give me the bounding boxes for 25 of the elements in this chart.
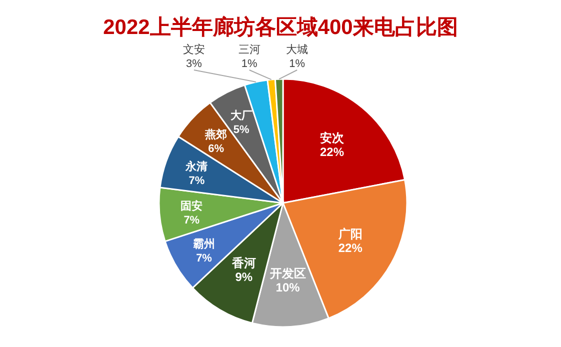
slice-label: 大城: [286, 43, 308, 56]
slice-label: 文安: [182, 43, 205, 56]
slice-label: 霸州: [193, 238, 216, 251]
data-label: 22%: [320, 144, 344, 159]
data-label: 7%: [188, 174, 205, 187]
data-label: 10%: [276, 280, 300, 295]
slice-label: 安次: [320, 130, 346, 145]
slice-label: 三河: [238, 44, 260, 56]
data-label: 5%: [233, 124, 250, 136]
slice-label: 香河: [230, 256, 256, 270]
data-label: 1%: [289, 58, 306, 70]
slice-label: 永清: [184, 160, 208, 173]
slice-label: 广阳: [337, 227, 362, 242]
data-label: 1%: [241, 58, 258, 70]
slice-label: 燕郊: [204, 128, 228, 142]
data-label: 22%: [338, 241, 363, 256]
title: 2022上半年廊坊各区域400来电占比图: [103, 16, 458, 39]
data-label: 9%: [235, 270, 253, 284]
slice-label: 大厂: [230, 109, 252, 122]
data-label: 3%: [186, 58, 202, 70]
slice-label: 固安: [180, 200, 203, 213]
slice-label: 开发区: [268, 266, 306, 281]
data-label: 7%: [184, 214, 200, 227]
data-label: 6%: [208, 143, 224, 156]
data-label: 7%: [196, 252, 212, 265]
